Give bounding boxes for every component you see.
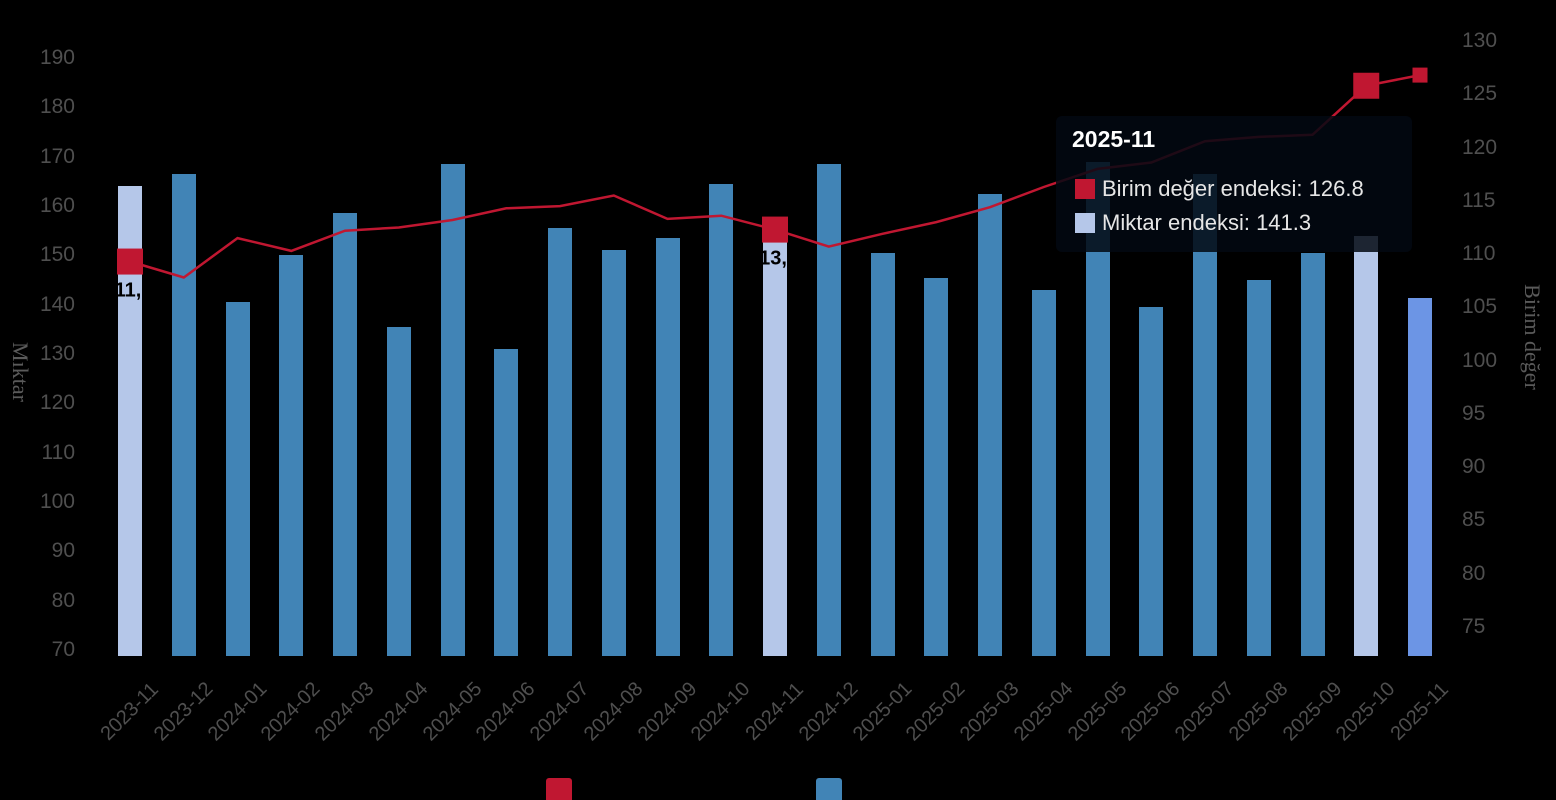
bar-2024-07[interactable] bbox=[548, 228, 572, 656]
right-axis-tick-95: 95 bbox=[1462, 401, 1486, 425]
tooltip-bar-series-swatch bbox=[1075, 213, 1095, 233]
bar-2024-05[interactable] bbox=[440, 164, 465, 656]
bar-2025-10[interactable] bbox=[1354, 235, 1379, 656]
line-marker-2025-10[interactable] bbox=[1353, 72, 1380, 99]
bar-2025-02[interactable] bbox=[924, 277, 949, 656]
right-axis-tick-120: 120 bbox=[1462, 135, 1498, 159]
left-axis-tick-190: 190 bbox=[39, 46, 75, 69]
tooltip: 2025-11 Birim değer endeksi: 126.8 Mikta… bbox=[1056, 116, 1412, 252]
right-axis-tick-105: 105 bbox=[1462, 295, 1498, 319]
bar-2024-10[interactable] bbox=[709, 183, 734, 656]
right-axis-tick-110: 110 bbox=[1462, 242, 1496, 266]
tooltip-title: 2025-11 bbox=[1072, 126, 1156, 152]
bar-2024-06[interactable] bbox=[494, 349, 519, 656]
tooltip-line-series-swatch bbox=[1075, 179, 1095, 199]
bar-2024-04[interactable] bbox=[386, 326, 411, 656]
left-axis-tick-70: 70 bbox=[51, 638, 75, 661]
left-axis-tick-80: 80 bbox=[51, 588, 75, 612]
left-axis-tick-150: 150 bbox=[39, 243, 75, 267]
bar-2024-11[interactable] bbox=[763, 220, 787, 656]
bar-2024-01[interactable] bbox=[225, 302, 250, 656]
data-label-2024-11: 13, bbox=[759, 247, 787, 270]
left-axis-tick-170: 170 bbox=[39, 144, 75, 168]
line-marker-2024-11[interactable] bbox=[762, 216, 788, 243]
bar-2024-02[interactable] bbox=[279, 255, 304, 656]
right-axis-tick-75: 75 bbox=[1462, 615, 1486, 638]
left-axis-tick-110: 110 bbox=[41, 440, 75, 464]
bar-2025-01[interactable] bbox=[870, 252, 895, 656]
legend-bar-series-swatch[interactable] bbox=[816, 778, 842, 800]
right-axis-tick-115: 115 bbox=[1462, 188, 1496, 212]
left-axis-tick-130: 130 bbox=[39, 342, 75, 365]
line-marker-2023-11[interactable] bbox=[117, 248, 143, 275]
left-axis-tick-140: 140 bbox=[39, 292, 75, 316]
right-axis-tick-130: 130 bbox=[1462, 29, 1498, 52]
bar-2025-04[interactable] bbox=[1031, 289, 1056, 656]
bar-2024-09[interactable] bbox=[655, 238, 680, 656]
right-axis-tick-85: 85 bbox=[1462, 508, 1486, 532]
left-axis-tick-90: 90 bbox=[51, 539, 75, 563]
tooltip-row-line: Birim değer endeksi: 126.8 bbox=[1102, 176, 1364, 201]
bar-2024-03[interactable] bbox=[333, 213, 357, 656]
line-marker-2025-11[interactable] bbox=[1412, 67, 1428, 83]
left-axis-tick-160: 160 bbox=[39, 194, 75, 217]
bar-2024-08[interactable] bbox=[601, 250, 626, 656]
bar-2023-12[interactable] bbox=[171, 173, 196, 656]
bar-2025-06[interactable] bbox=[1139, 307, 1164, 656]
bar-2025-03[interactable] bbox=[978, 193, 1002, 656]
right-axis-tick-80: 80 bbox=[1462, 561, 1486, 585]
bar-2025-07[interactable] bbox=[1193, 173, 1217, 656]
left-axis-tick-180: 180 bbox=[39, 95, 75, 119]
legend-line-series-swatch[interactable] bbox=[546, 778, 572, 800]
data-label-2023-11: 11, bbox=[114, 279, 142, 302]
left-axis-tick-100: 100 bbox=[39, 490, 75, 513]
bar-2025-08[interactable] bbox=[1246, 280, 1271, 656]
right-axis-tick-100: 100 bbox=[1462, 348, 1498, 372]
tooltip-row-bar: Miktar endeksi: 141.3 bbox=[1102, 210, 1312, 235]
bar-2025-11[interactable] bbox=[1408, 298, 1432, 656]
left-axis-tick-120: 120 bbox=[39, 391, 75, 415]
right-axis-tick-90: 90 bbox=[1462, 455, 1486, 479]
right-axis-tick-125: 125 bbox=[1462, 82, 1498, 106]
bar-2025-09[interactable] bbox=[1300, 252, 1325, 656]
